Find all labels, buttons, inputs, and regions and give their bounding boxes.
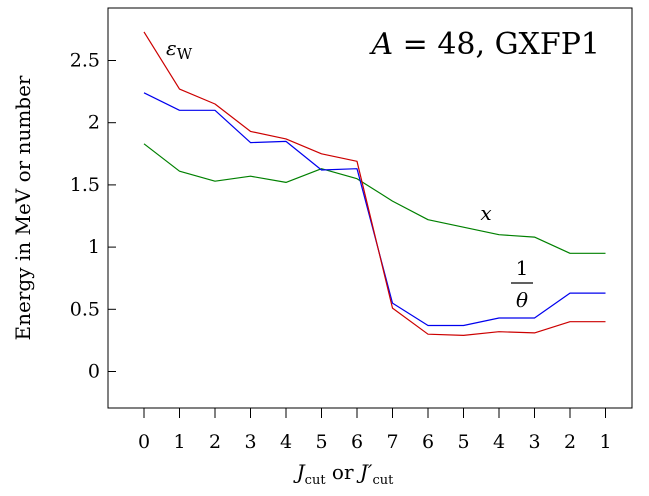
x-tick-label: 1 [599, 431, 611, 453]
title-variable: A [368, 27, 393, 62]
x-tick-label: 5 [457, 431, 469, 453]
x-tick-label: 4 [280, 431, 292, 453]
x-label-mid: or [326, 460, 360, 484]
x-tick-label: 6 [351, 431, 363, 453]
y-tick-label: 1 [88, 236, 100, 258]
x-tick-label: 7 [386, 431, 398, 453]
theta-numerator: 1 [516, 256, 529, 280]
chart-title: A = 48, GXFP1 [368, 27, 600, 62]
y-tick-label: 2 [88, 112, 100, 134]
series-label-x: x [480, 201, 491, 225]
y-tick-label: 1.5 [70, 174, 100, 196]
x-tick-label: 0 [138, 431, 150, 453]
series-lines [143, 31, 606, 336]
x-label-sub2: cut [372, 473, 394, 488]
series-line-epsilon-w [143, 31, 606, 336]
title-rest: = 48, GXFP1 [393, 27, 600, 62]
x-tick-label: 2 [564, 431, 576, 453]
y-tick-label: 0 [88, 361, 100, 383]
y-tick-label: 2.5 [70, 50, 100, 72]
x-tick-label: 5 [315, 431, 327, 453]
x-tick-label: 1 [173, 431, 185, 453]
x-tick-label: 3 [528, 431, 540, 453]
x-tick-label: 3 [244, 431, 256, 453]
plot-frame [107, 7, 633, 409]
x-axis-ticks: 0 1 2 3 4 5 6 7 6 5 4 3 2 1 [138, 408, 612, 453]
epsilon-subscript: W [177, 45, 193, 63]
series-label-epsilon: εW [166, 36, 193, 63]
x-label-jprime: J′ [356, 460, 373, 484]
x-tick-label: 2 [209, 431, 221, 453]
theta-denominator: θ [516, 288, 528, 312]
x-label-j: J [293, 460, 306, 484]
y-axis-ticks: 0 0.5 1 1.5 2 2.5 [70, 50, 116, 383]
x-tick-label: 6 [422, 431, 434, 453]
epsilon-symbol: ε [166, 36, 177, 60]
y-tick-label: 0.5 [70, 298, 100, 320]
series-label-inverse-theta: 1 θ [511, 256, 533, 312]
x-axis-label: Jcut or J′cut [293, 460, 394, 488]
y-axis-label: Energy in MeV or number [11, 75, 35, 340]
x-tick-label: 4 [493, 431, 505, 453]
x-label-sub: cut [305, 473, 327, 488]
series-line-x [143, 143, 606, 254]
series-line-inverse-theta [143, 92, 606, 327]
